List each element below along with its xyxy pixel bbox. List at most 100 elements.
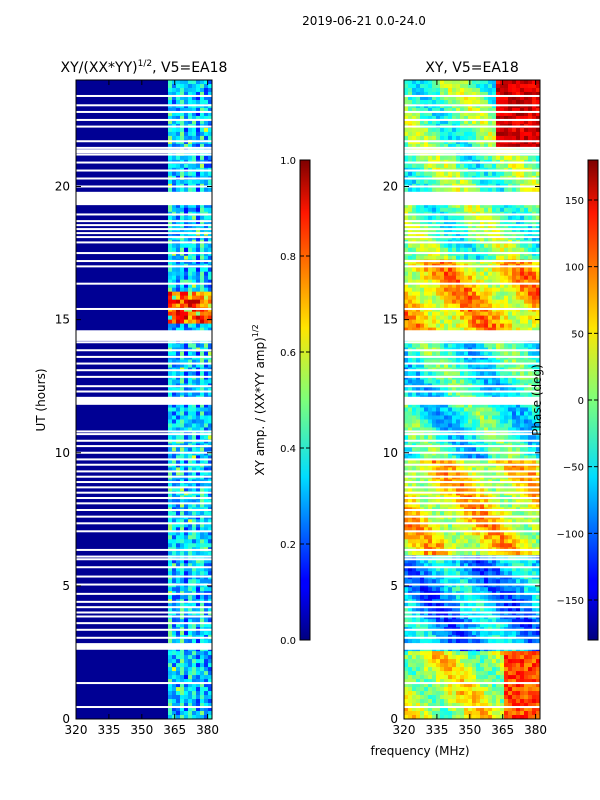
amplitude-cell xyxy=(180,323,185,329)
amplitude-cell xyxy=(204,579,209,584)
amplitude-cell xyxy=(204,671,209,676)
amplitude-cell xyxy=(180,115,185,121)
amplitude-cell xyxy=(192,135,197,141)
phase-cell xyxy=(520,419,525,424)
amplitude-cell xyxy=(180,435,185,440)
phase-cell xyxy=(432,435,437,440)
amplitude-cell xyxy=(208,639,212,644)
phase-cell xyxy=(416,255,421,261)
phase-cell xyxy=(456,363,461,368)
phase-cell xyxy=(428,419,433,424)
phase-cell xyxy=(516,91,521,97)
phase-cell xyxy=(532,143,537,149)
amplitude-cell xyxy=(168,135,173,141)
amplitude-cell xyxy=(180,187,185,193)
phase-cell xyxy=(444,91,449,97)
phase-cell xyxy=(420,247,425,253)
phase-cell xyxy=(488,299,493,305)
amplitude-cell xyxy=(208,603,212,608)
phase-cell xyxy=(436,315,441,321)
amplitude-cell xyxy=(188,559,193,564)
amplitude-cell xyxy=(200,459,205,464)
phase-cell xyxy=(516,87,521,93)
phase-cell xyxy=(528,119,533,125)
amplitude-flag-line xyxy=(76,140,212,143)
phase-cell xyxy=(520,131,525,137)
phase-cell xyxy=(528,135,533,141)
phase-cell xyxy=(464,407,469,412)
phase-cell xyxy=(488,407,493,412)
phase-cell xyxy=(484,271,489,277)
phase-cell xyxy=(456,243,461,249)
phase-cell xyxy=(500,391,505,396)
amplitude-cell xyxy=(180,503,185,508)
amplitude-cell xyxy=(204,423,209,428)
phase-cell xyxy=(532,111,537,117)
amplitude-cell xyxy=(180,587,185,592)
amplitude-cell xyxy=(192,667,197,672)
phase-cell xyxy=(520,247,525,253)
phase-cell xyxy=(476,275,481,281)
amplitude-cell xyxy=(172,419,177,424)
phase-cell xyxy=(424,363,429,368)
phase-cell xyxy=(532,135,537,141)
phase-cell xyxy=(492,371,497,376)
phase-cell xyxy=(464,403,469,408)
amplitude-cell xyxy=(192,447,197,452)
phase-cell xyxy=(468,115,473,121)
amplitude-cell xyxy=(208,255,212,261)
phase-cell xyxy=(432,255,437,261)
phase-cell xyxy=(508,403,513,408)
phase-cell xyxy=(532,291,537,297)
phase-cell xyxy=(532,311,537,317)
phase-cell xyxy=(424,423,429,428)
phase-cell xyxy=(452,111,457,117)
phase-cell xyxy=(504,80,509,85)
phase-cell xyxy=(408,303,413,309)
phase-cell xyxy=(500,435,505,440)
phase-cell xyxy=(420,99,425,105)
phase-cell xyxy=(516,83,521,89)
amplitude-cell xyxy=(204,80,209,85)
phase-cell xyxy=(436,287,441,293)
amplitude-cell xyxy=(200,311,205,317)
phase-cell xyxy=(460,83,465,89)
phase-cell xyxy=(524,247,529,253)
phase-cell xyxy=(492,131,497,137)
amplitude-cell xyxy=(168,423,173,428)
figure-title: 2019-06-21 0.0-24.0 xyxy=(0,14,600,28)
amplitude-cell xyxy=(192,603,197,608)
phase-cell xyxy=(492,343,497,348)
phase-cell xyxy=(452,155,457,161)
phase-cell xyxy=(500,371,505,376)
phase-cell xyxy=(484,391,489,396)
phase-cell xyxy=(516,131,521,137)
phase-cell xyxy=(484,243,489,249)
phase-cell xyxy=(468,255,473,261)
phase-cell xyxy=(436,359,441,364)
phase-cell xyxy=(536,279,540,285)
phase-cell xyxy=(484,419,489,424)
phase-cell xyxy=(476,435,481,440)
phase-cell xyxy=(420,80,425,85)
phase-cell xyxy=(508,80,513,85)
amplitude-cell xyxy=(188,455,193,460)
amplitude-cell xyxy=(208,663,212,668)
amplitude-cell xyxy=(200,619,205,624)
phase-cell xyxy=(488,311,493,317)
phase-cell xyxy=(448,271,453,277)
amplitude-cell xyxy=(168,387,173,392)
phase-cell xyxy=(420,327,425,333)
amplitude-cell xyxy=(172,487,177,492)
phase-cell xyxy=(512,419,517,424)
phase-cell xyxy=(456,171,461,177)
amplitude-cell xyxy=(176,715,181,719)
phase-cell xyxy=(448,155,453,161)
amplitude-cell xyxy=(192,707,197,712)
phase-cell xyxy=(528,303,533,309)
amplitude-cell xyxy=(204,603,209,608)
phase-cell xyxy=(404,215,409,221)
amplitude-cell xyxy=(176,687,181,692)
phase-cell xyxy=(536,143,540,149)
amplitude-cell xyxy=(180,663,185,668)
